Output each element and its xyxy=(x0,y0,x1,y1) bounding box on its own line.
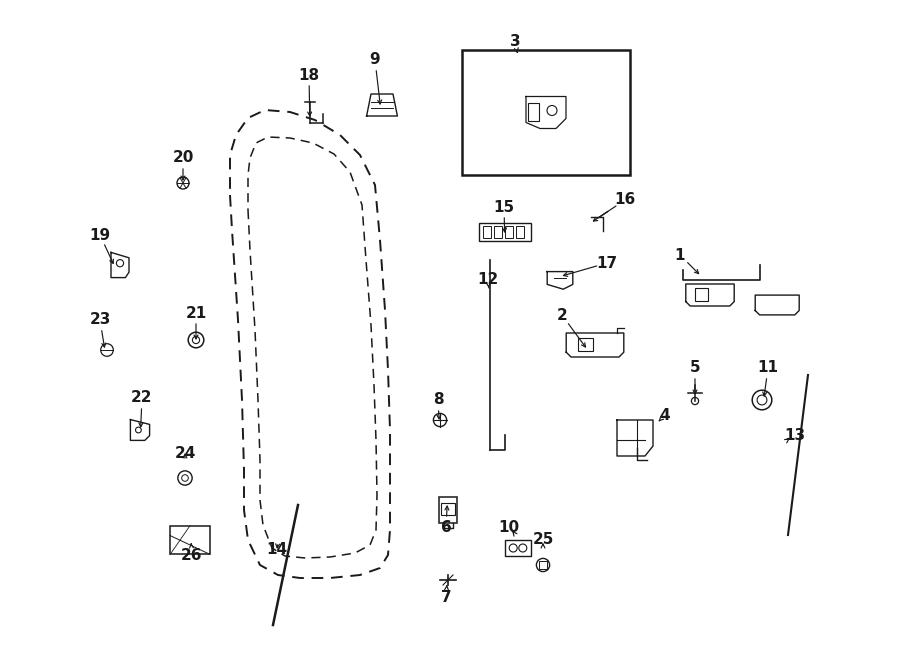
Text: 21: 21 xyxy=(185,305,207,321)
Text: 4: 4 xyxy=(660,407,670,422)
Text: 6: 6 xyxy=(441,520,452,535)
Bar xyxy=(516,226,525,238)
Bar xyxy=(479,223,531,241)
Text: 25: 25 xyxy=(532,533,554,547)
Text: 8: 8 xyxy=(433,393,444,407)
Bar xyxy=(539,561,546,568)
Text: 16: 16 xyxy=(615,192,635,208)
Text: 2: 2 xyxy=(556,307,567,323)
Bar xyxy=(528,102,539,120)
Text: 18: 18 xyxy=(299,67,320,83)
Bar xyxy=(505,226,513,238)
Text: 9: 9 xyxy=(370,52,381,67)
Text: 10: 10 xyxy=(499,520,519,535)
Text: 14: 14 xyxy=(266,543,288,557)
Text: 23: 23 xyxy=(89,313,111,327)
Text: 24: 24 xyxy=(175,446,195,461)
Text: 15: 15 xyxy=(493,200,515,215)
Text: 5: 5 xyxy=(689,360,700,375)
Text: 20: 20 xyxy=(172,151,194,165)
Bar xyxy=(170,525,210,555)
Text: 22: 22 xyxy=(131,391,153,405)
Bar xyxy=(494,226,502,238)
Bar xyxy=(578,338,592,351)
Text: 19: 19 xyxy=(89,227,111,243)
Bar xyxy=(505,540,531,556)
Text: 26: 26 xyxy=(181,547,202,563)
Text: 11: 11 xyxy=(758,360,778,375)
Text: 13: 13 xyxy=(785,428,806,442)
Bar xyxy=(462,50,630,175)
Text: 7: 7 xyxy=(441,590,451,605)
Bar xyxy=(695,288,707,301)
Text: 17: 17 xyxy=(597,256,617,270)
Text: 12: 12 xyxy=(477,272,499,288)
Text: 1: 1 xyxy=(675,247,685,262)
Text: 3: 3 xyxy=(509,34,520,50)
Bar xyxy=(439,497,457,523)
Bar xyxy=(483,226,491,238)
Bar xyxy=(441,503,455,516)
